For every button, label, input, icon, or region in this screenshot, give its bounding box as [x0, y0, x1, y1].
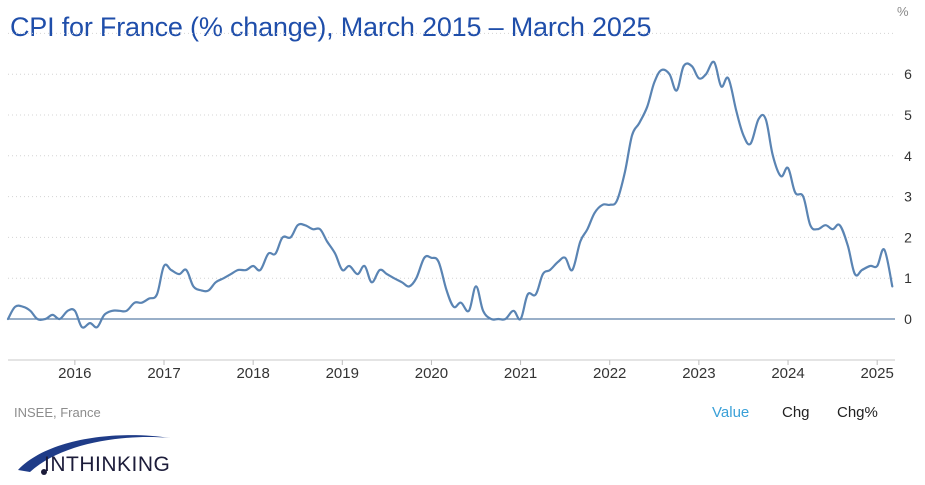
inthinking-logo: INTHINKING	[8, 428, 178, 480]
x-tick-label: 2020	[415, 365, 448, 382]
x-tick-label: 2018	[236, 365, 269, 382]
y-tick-label: 5	[904, 107, 912, 123]
x-tick-label: 2017	[147, 365, 180, 382]
x-tick-label: 2019	[326, 365, 359, 382]
cpi-series-line	[6, 60, 894, 329]
x-tick-label: 2022	[593, 365, 626, 382]
tab-chg[interactable]: Chg	[782, 404, 810, 421]
source-label: INSEE, France	[14, 405, 101, 420]
y-tick-label: 4	[904, 148, 912, 164]
x-tick-label: 2024	[771, 365, 804, 382]
tab-value[interactable]: Value	[712, 404, 750, 421]
x-axis-labels: 2016 2017 2018 2019 2020 2021 2022 2023 2024 2025	[58, 365, 894, 382]
chart-title: CPI for France (% change), March 2015 – …	[10, 12, 652, 42]
logo-text: INTHINKING	[44, 453, 171, 476]
y-tick-label: 1	[904, 270, 912, 286]
x-tick-label: 2025	[860, 365, 893, 382]
line-chart: 0 1 2 3 4 5 6 2016 2017 2018 2019 2020 2021 2022 2023…	[6, 32, 912, 382]
x-tick-label: 2021	[504, 365, 537, 382]
y-tick-label: 3	[904, 189, 912, 205]
y-axis-unit: %	[897, 4, 909, 19]
gridlines	[8, 32, 895, 361]
logo-swoosh-icon	[18, 435, 170, 475]
y-tick-label: 2	[904, 229, 912, 245]
x-tick-label: 2016	[58, 365, 91, 382]
tab-chg-percent[interactable]: Chg%	[837, 404, 878, 421]
y-tick-label: 6	[904, 66, 912, 82]
x-tick-label: 2023	[682, 365, 715, 382]
x-axis-ticks	[74, 360, 878, 365]
y-tick-label: 0	[904, 311, 912, 327]
y-axis-labels: 0 1 2 3 4 5 6	[904, 66, 912, 327]
